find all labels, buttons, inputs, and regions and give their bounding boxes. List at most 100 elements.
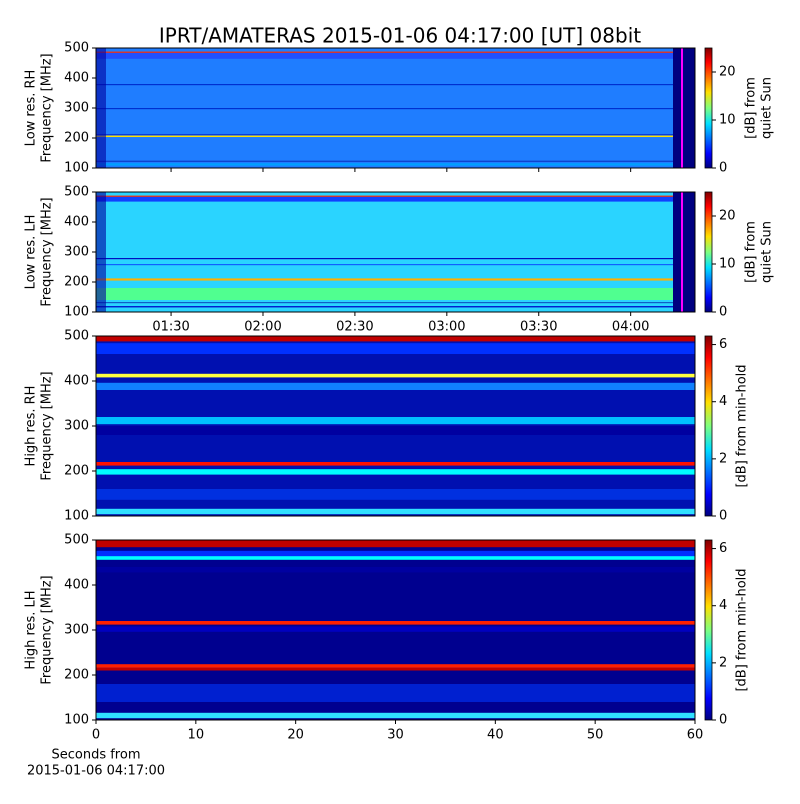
- y-tick-label: 100: [64, 161, 89, 176]
- spectrogram-band: [96, 664, 695, 668]
- colorbar-tick-label: 0: [719, 713, 727, 728]
- y-tick-label: 100: [64, 509, 89, 524]
- spectrogram-band: [96, 417, 695, 425]
- colorbar: [704, 191, 713, 313]
- spectrogram-band: [96, 667, 695, 671]
- colorbar: [704, 539, 713, 721]
- title: IPRT/AMATERAS 2015-01-06 04:17:00 [UT] 0…: [159, 24, 641, 48]
- y-tick-label: 100: [64, 713, 89, 728]
- colorbar-tick-label: 0: [719, 161, 727, 176]
- colorbar-tick-label: 0: [719, 509, 727, 524]
- spectrogram-band: [96, 712, 695, 719]
- x-tick-label: 01:30: [152, 320, 189, 335]
- spectrogram-band: [96, 278, 695, 281]
- spectrogram-band: [96, 163, 695, 166]
- x-tick-label: 20: [287, 728, 304, 743]
- spectrogram-band: [96, 556, 695, 560]
- spectrogram-band: [96, 52, 695, 59]
- y-tick-label: 200: [64, 668, 89, 683]
- y-tick-label: 300: [64, 101, 89, 116]
- spectrogram-band: [96, 426, 695, 435]
- y-tick-label: 400: [64, 374, 89, 389]
- spectrogram-band: [96, 469, 695, 475]
- y-tick-label: 300: [64, 245, 89, 260]
- spectrogram-band: [96, 195, 695, 198]
- colorbar-tick-label: 4: [719, 598, 727, 613]
- x-tick-label: 40: [487, 728, 504, 743]
- spectrogram-band: [96, 343, 695, 354]
- colorbar-tick-label: 20: [719, 65, 736, 80]
- y-tick-label: 200: [64, 275, 89, 290]
- spectrogram-band: [96, 135, 695, 138]
- spectrogram-band: [96, 567, 695, 573]
- x-axis-label: 2015-01-06 04:17:00: [27, 764, 165, 779]
- x-tick-label: 10: [188, 728, 205, 743]
- spectrogram-band: [96, 336, 695, 342]
- x-axis-label: Seconds from: [51, 748, 140, 763]
- spectrogram-band: [96, 540, 695, 548]
- colorbar-tick-label: 2: [719, 655, 727, 670]
- spectrogram-band: [96, 258, 695, 260]
- y-tick-label: 200: [64, 131, 89, 146]
- y-tick-label: 400: [64, 578, 89, 593]
- spectrogram-band: [96, 382, 695, 390]
- colorbar-tick-label: 4: [719, 394, 727, 409]
- spectrogram-band: [96, 302, 695, 304]
- x-tick-label: 02:30: [336, 320, 373, 335]
- y-tick-label: 500: [64, 185, 89, 200]
- y-axis-label: Low res. RH: [24, 70, 39, 147]
- y-axis-label: Frequency [MHz]: [40, 371, 55, 480]
- y-axis-label: Frequency [MHz]: [40, 575, 55, 684]
- spectrogram-band: [96, 48, 106, 168]
- x-tick-label: 03:30: [520, 320, 557, 335]
- colorbar-tick-label: 6: [719, 541, 727, 556]
- spectrogram-band: [673, 192, 695, 312]
- spectrogram-band: [96, 288, 695, 300]
- spectrogram-band: [96, 84, 695, 86]
- spectrogram-panel: 100 200 300 400 500 High res. RH Frequency [MH…: [24, 329, 750, 524]
- x-tick-label: 60: [687, 728, 704, 743]
- y-tick-label: 300: [64, 419, 89, 434]
- spectrogram-band: [673, 48, 695, 168]
- spectrogram-band: [96, 489, 695, 500]
- spectrogram-band: [681, 192, 683, 312]
- y-tick-label: 500: [64, 329, 89, 344]
- spectrogram-band: [96, 192, 106, 312]
- colorbar-tick-label: 6: [719, 337, 727, 352]
- x-tick-label: 0: [92, 728, 100, 743]
- colorbar-tick-label: 10: [719, 113, 736, 128]
- spectrogram-band: [96, 373, 695, 378]
- y-axis-label: Frequency [MHz]: [40, 53, 55, 162]
- y-tick-label: 100: [64, 305, 89, 320]
- y-tick-label: 400: [64, 215, 89, 230]
- colorbar-label: quiet Sun: [760, 221, 775, 283]
- y-tick-label: 200: [64, 464, 89, 479]
- x-tick-label: 02:00: [244, 320, 281, 335]
- spectrogram-band: [96, 160, 695, 162]
- x-tick-label: 03:00: [428, 320, 465, 335]
- colorbar-tick-label: 2: [719, 451, 727, 466]
- y-axis-label: High res. RH: [24, 386, 39, 467]
- colorbar-label: [dB] from: [744, 221, 759, 283]
- y-tick-label: 500: [64, 533, 89, 548]
- spectrogram-band: [96, 684, 695, 702]
- spectrogram-band: [681, 48, 683, 168]
- y-axis-label: High res. LH: [24, 590, 39, 669]
- y-tick-label: 300: [64, 623, 89, 638]
- colorbar-label: [dB] from min-hold: [735, 364, 750, 487]
- colorbar-tick-label: 0: [719, 305, 727, 320]
- colorbar-tick-label: 20: [719, 209, 736, 224]
- y-tick-label: 500: [64, 41, 89, 56]
- spectrogram-band: [96, 306, 695, 308]
- colorbar: [704, 47, 713, 169]
- spectrogram-band: [96, 550, 695, 558]
- spectrogram-band: [96, 134, 695, 136]
- x-tick-label: 04:00: [612, 320, 649, 335]
- y-axis-label: Frequency [MHz]: [40, 197, 55, 306]
- spectrogram-band: [96, 462, 695, 466]
- spectrogram-band: [96, 264, 695, 266]
